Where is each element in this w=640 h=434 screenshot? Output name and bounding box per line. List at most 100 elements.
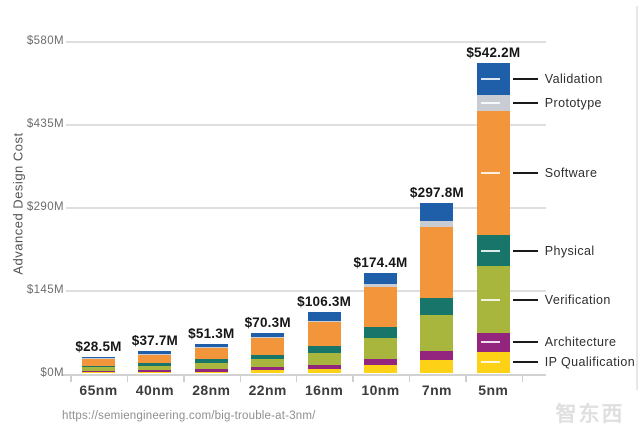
- legend-callout-line: [512, 171, 538, 174]
- x-axis-tick: [465, 375, 467, 382]
- plot-right-border: [636, 6, 638, 390]
- x-axis-tick: [295, 375, 298, 382]
- bar-segment-prototype: [420, 220, 454, 228]
- bar-segment-validation: [307, 312, 341, 321]
- bar-segment-architecture: [138, 370, 172, 373]
- legend-callout-dash: [481, 101, 501, 104]
- y-gridline: [66, 290, 546, 292]
- bar-segment-software: [364, 287, 397, 327]
- bar-total-label: $174.4M: [353, 255, 408, 271]
- bar-segment-software: [194, 347, 228, 360]
- legend-callout-dash: [481, 171, 501, 174]
- x-category-label: 28nm: [192, 382, 231, 398]
- bar-segment-verification: [307, 353, 341, 366]
- y-tick-label: $435M: [26, 118, 64, 130]
- x-axis-tick: [239, 375, 241, 382]
- bar-segment-validation: [138, 351, 172, 354]
- x-axis-tick: [408, 375, 411, 382]
- x-axis-tick: [183, 375, 185, 382]
- bar-segment-prototype: [364, 283, 397, 288]
- y-tick-label: $0M: [40, 367, 64, 379]
- x-category-label: 40nm: [135, 382, 174, 398]
- x-axis-tick: [521, 375, 523, 382]
- bar-segment-architecture: [251, 367, 285, 371]
- x-category-label: 5nm: [478, 382, 509, 398]
- bar-segment-prototype: [194, 346, 228, 348]
- y-gridline: [66, 124, 546, 126]
- legend-label-architecture: Architecture: [544, 335, 617, 350]
- bar-segment-verification: [420, 315, 454, 351]
- bar-segment-verification: [82, 367, 115, 372]
- bar-segment-software: [82, 358, 115, 366]
- legend-label-verification: Verification: [544, 292, 611, 307]
- bar-segment-ip-qualification: [138, 372, 172, 374]
- bar-segment-software: [138, 354, 172, 364]
- bar-total-label: $28.5M: [75, 338, 122, 354]
- bar-segment-architecture: [194, 369, 228, 372]
- legend-callout-dash: [481, 298, 501, 301]
- y-gridline: [66, 41, 546, 43]
- bar-segment-verification: [138, 365, 172, 371]
- x-category-label: 7nm: [421, 382, 452, 398]
- bar-total-label: $542.2M: [466, 44, 521, 60]
- x-axis-tick: [70, 375, 72, 382]
- x-axis-tick: [352, 375, 354, 382]
- bar-segment-ip-qualification: [420, 360, 454, 373]
- bar-segment-ip-qualification: [307, 368, 341, 373]
- x-category-label: 65nm: [79, 382, 118, 398]
- legend-label-prototype: Prototype: [544, 95, 602, 110]
- legend-callout-line: [512, 249, 538, 252]
- bar-segment-prototype: [251, 337, 285, 339]
- x-axis-tick: [126, 375, 129, 382]
- bar-segment-prototype: [138, 353, 172, 355]
- legend-callout-dash: [481, 361, 501, 364]
- x-axis-line: [62, 373, 546, 376]
- x-category-label: 22nm: [248, 382, 287, 398]
- legend-callout-dash: [481, 249, 501, 252]
- legend-callout-line: [512, 361, 538, 364]
- bar-segment-verification: [364, 337, 397, 359]
- bar-total-label: $51.3M: [188, 325, 235, 341]
- legend-label-ip-qualification: IP Qualification: [544, 355, 636, 370]
- watermark-logo: 智东西: [555, 403, 625, 426]
- bar-total-label: $297.8M: [409, 184, 464, 200]
- y-tick-label: $290M: [26, 201, 64, 213]
- legend-callout-dash: [481, 341, 501, 344]
- bar-segment-validation: [82, 356, 115, 359]
- legend-label-validation: Validation: [544, 71, 603, 86]
- legend-callout-line: [512, 298, 538, 301]
- bar-segment-validation: [251, 332, 285, 338]
- legend-callout-line: [512, 101, 538, 104]
- y-tick-label: $580M: [26, 35, 64, 47]
- bar-segment-physical: [194, 359, 228, 363]
- bar-segment-physical: [82, 365, 115, 368]
- bar-segment-physical: [307, 346, 341, 354]
- bar-segment-architecture: [307, 365, 341, 369]
- bar-segment-physical: [251, 354, 285, 360]
- bar-segment-software: [420, 227, 454, 299]
- bar-segment-prototype: [307, 320, 341, 323]
- x-category-label: 10nm: [361, 382, 400, 398]
- legend-label-physical: Physical: [544, 243, 595, 258]
- bar-segment-physical: [138, 363, 172, 366]
- bar-segment-verification: [251, 359, 285, 368]
- bar-total-label: $70.3M: [244, 314, 291, 330]
- bar-segment-ip-qualification: [82, 372, 115, 374]
- bar-segment-validation: [364, 273, 397, 284]
- bar-total-label: $37.7M: [131, 333, 178, 349]
- bar-segment-architecture: [420, 351, 454, 360]
- bar-segment-software: [307, 322, 341, 347]
- bar-segment-software: [251, 337, 285, 355]
- bar-segment-validation: [194, 343, 228, 347]
- bar-segment-validation: [420, 202, 454, 221]
- bar-segment-prototype: [82, 358, 115, 360]
- bar-total-label: $106.3M: [297, 294, 352, 310]
- bar-segment-verification: [194, 362, 228, 370]
- y-tick-label: $145M: [26, 284, 64, 296]
- bar-segment-architecture: [364, 358, 397, 365]
- bar-segment-ip-qualification: [251, 370, 285, 373]
- bar-segment-architecture: [82, 371, 115, 373]
- x-category-label: 16nm: [305, 382, 344, 398]
- bar-segment-physical: [364, 326, 397, 338]
